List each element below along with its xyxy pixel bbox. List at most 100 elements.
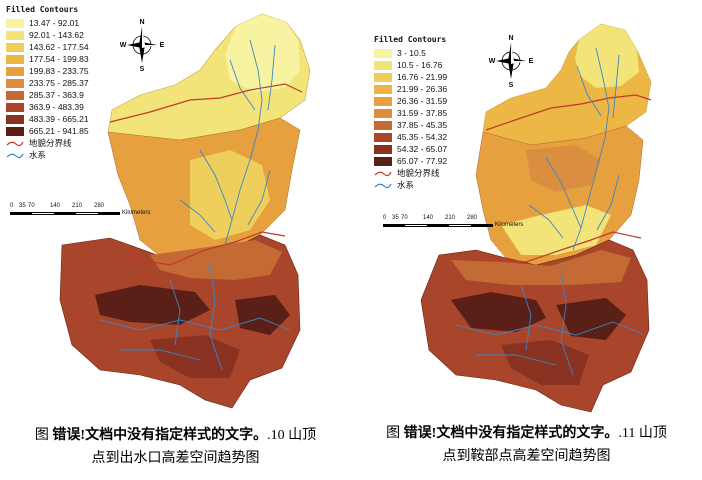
- legend-title: Filled Contours: [6, 5, 79, 14]
- legend-class-label: 10.5 - 16.76: [397, 60, 443, 70]
- scale-tick-label: 140: [50, 203, 61, 209]
- legend-swatch: [6, 30, 24, 40]
- right-map-panel: Filled Contours 3 - 10.5 10.5 - 16.76 16.7…: [351, 0, 702, 420]
- legend-swatch: [374, 72, 392, 82]
- map-zone-south-mid: [150, 240, 282, 280]
- legend-swatch: [374, 144, 392, 154]
- legend-swatch: [6, 78, 24, 88]
- legend-class-row: 21.99 - 26.36: [374, 83, 447, 95]
- legend-class-row: 199.83 - 233.75: [6, 65, 89, 77]
- caption-prefix: 图: [34, 428, 53, 443]
- legend-class-label: 233.75 - 285.37: [29, 78, 89, 88]
- legend-class-row: 26.36 - 31.59: [374, 95, 447, 107]
- legend-class-label: 143.62 - 177.54: [29, 42, 89, 52]
- right-figure-caption: 图 错误!文档中没有指定样式的文字。.11 山顶 点到鞍部点高差空间趋势图: [351, 422, 702, 468]
- legend-class-label: 3 - 10.5: [397, 48, 426, 58]
- legend-swatch: [6, 114, 24, 124]
- legend-class-label: 13.47 - 92.01: [29, 18, 80, 28]
- scale-tick-label: 70: [28, 203, 35, 209]
- scale-bar-segments: [10, 212, 120, 215]
- legend-class-row: 16.76 - 21.99: [374, 71, 447, 83]
- boundary-line-symbol: [6, 141, 24, 146]
- scale-tick-label: 210: [72, 203, 83, 209]
- legend-class-label: 177.54 - 199.83: [29, 54, 89, 64]
- map-zone-north-light: [575, 24, 639, 88]
- left-map-panel: Filled Contours 13.47 - 92.01 92.01 - 143…: [0, 0, 351, 420]
- river-network: [455, 47, 644, 376]
- legend-class-row: 483.39 - 665.21: [6, 113, 89, 125]
- legend-class-label: 16.76 - 21.99: [397, 72, 448, 82]
- legend-line-boundary: 地貌分界线: [6, 137, 89, 149]
- left-scale-bar: 0 35 70 140 210 280 Kilometers: [10, 203, 151, 216]
- right-map-legend: Filled Contours 3 - 10.5 10.5 - 16.76 16.7…: [374, 34, 447, 191]
- legend-class-row: 233.75 - 285.37: [6, 77, 89, 89]
- legend-label: 水系: [29, 150, 47, 160]
- legend-swatch: [374, 156, 392, 166]
- scale-tick-label: 0: [383, 215, 387, 221]
- legend-swatch: [6, 102, 24, 112]
- compass-e: E: [160, 42, 164, 49]
- geomorphic-boundary-line-2: [129, 231, 286, 266]
- caption-line-2: 点到鞍部点高差空间趋势图: [442, 449, 611, 464]
- river-line-symbol: [374, 183, 392, 188]
- legend-class-label: 285.37 - 363.9: [29, 90, 84, 100]
- legend-swatch: [374, 48, 392, 58]
- legend-class-row: 177.54 - 199.83: [6, 53, 89, 65]
- map-zone-south-dark: [150, 335, 240, 378]
- scale-tick-label: 70: [401, 215, 408, 221]
- map-zone-south-mid: [451, 250, 631, 285]
- legend-label: 水系: [397, 180, 415, 190]
- compass-n: N: [508, 35, 513, 42]
- legend-swatch: [6, 126, 24, 136]
- legend-class-row: 65.07 - 77.92: [374, 155, 447, 167]
- compass-n: N: [139, 19, 144, 26]
- compass-e: E: [529, 58, 533, 65]
- scale-tick-label: 280: [94, 203, 105, 209]
- legend-swatch: [6, 42, 24, 52]
- caption-error-text: 错误!文档中没有指定样式的文字。: [52, 428, 268, 443]
- left-contour-map: [59, 13, 311, 409]
- legend-class-row: 31.59 - 37.85: [374, 107, 447, 119]
- caption-line-1: 图 错误!文档中没有指定样式的文字。.11 山顶: [351, 422, 702, 445]
- legend-swatch: [6, 54, 24, 64]
- geomorphic-boundary-line: [485, 94, 652, 131]
- map-zone-south-darkest: [95, 285, 210, 325]
- map-zone-north-light: [225, 14, 300, 92]
- legend-line-boundary: 地貌分界线: [374, 167, 447, 179]
- legend-label: 地貌分界线: [397, 168, 440, 178]
- map-zone-middle-mid: [526, 145, 601, 192]
- legend-class-label: 31.59 - 37.85: [397, 108, 448, 118]
- boundary-line-symbol: [374, 171, 392, 176]
- legend-class-row: 13.47 - 92.01: [6, 17, 89, 29]
- legend-swatch: [6, 18, 24, 28]
- legend-label: 地貌分界线: [29, 138, 72, 148]
- caption-line-2: 点到出水口高差空间趋势图: [91, 451, 260, 466]
- legend-class-label: 21.99 - 26.36: [397, 84, 448, 94]
- legend-class-row: 363.9 - 483.39: [6, 101, 89, 113]
- legend-class-label: 54.32 - 65.07: [397, 144, 448, 154]
- map-zone-south-darkest-2: [556, 298, 626, 340]
- north-arrow-icon: N S W E: [489, 35, 533, 88]
- legend-swatch: [374, 108, 392, 118]
- left-figure-caption: 图 错误!文档中没有指定样式的文字。.10 山顶 点到出水口高差空间趋势图: [0, 424, 351, 470]
- legend-class-row: 10.5 - 16.76: [374, 59, 447, 71]
- legend-class-row: 54.32 - 65.07: [374, 143, 447, 155]
- scale-bar-segments: [383, 224, 493, 227]
- legend-class-label: 92.01 - 143.62: [29, 30, 84, 40]
- north-arrow-icon: N S W E: [120, 19, 164, 72]
- legend-swatch: [374, 84, 392, 94]
- caption-number-title: .10 山顶: [267, 428, 317, 443]
- legend-class-row: 285.37 - 363.9: [6, 89, 89, 101]
- legend-class-label: 45.35 - 54.32: [397, 132, 448, 142]
- legend-class-label: 65.07 - 77.92: [397, 156, 448, 166]
- scale-tick-label: 0: [10, 203, 14, 209]
- scale-unit: Kilometers: [122, 210, 151, 216]
- legend-class-label: 665.21 - 941.85: [29, 126, 89, 136]
- scale-tick-label: 210: [445, 215, 456, 221]
- map-zone-south-darkest-2: [235, 295, 290, 335]
- legend-class-label: 37.85 - 45.35: [397, 120, 448, 130]
- right-scale-bar: 0 35 70 140 210 280 Kilometers: [383, 215, 523, 228]
- scale-tick-label: 280: [467, 215, 478, 221]
- legend-class-row: 3 - 10.5: [374, 47, 447, 59]
- legend-class-row: 143.62 - 177.54: [6, 41, 89, 53]
